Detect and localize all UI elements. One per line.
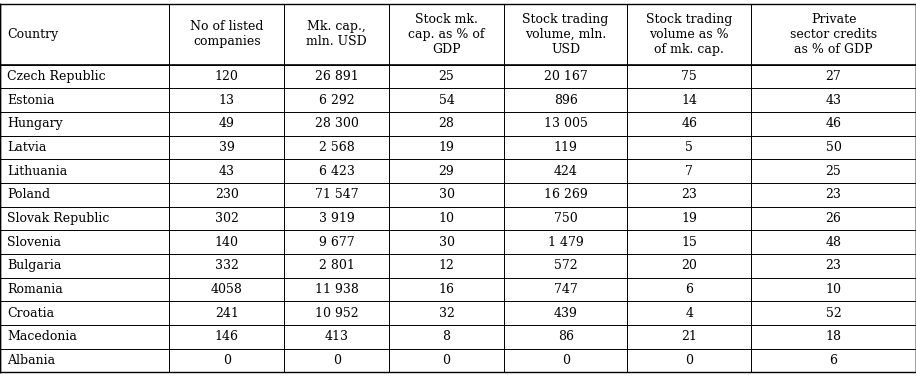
Text: 0: 0 [223, 354, 231, 367]
Text: 28: 28 [439, 117, 454, 130]
Text: 424: 424 [553, 165, 578, 177]
Text: 6: 6 [830, 354, 837, 367]
Text: 86: 86 [558, 330, 573, 343]
Text: 119: 119 [553, 141, 578, 154]
Text: 27: 27 [825, 70, 842, 83]
Text: 12: 12 [439, 259, 454, 272]
Text: 3 919: 3 919 [319, 212, 354, 225]
Text: 413: 413 [324, 330, 349, 343]
Text: 1 479: 1 479 [548, 236, 583, 249]
Text: 75: 75 [682, 70, 697, 83]
Text: 39: 39 [219, 141, 234, 154]
Text: 71 547: 71 547 [315, 188, 358, 201]
Text: Stock trading
volume as %
of mk. cap.: Stock trading volume as % of mk. cap. [646, 13, 733, 56]
Text: 46: 46 [825, 117, 842, 130]
Text: 120: 120 [214, 70, 239, 83]
Text: 4058: 4058 [211, 283, 243, 296]
Text: 16 269: 16 269 [544, 188, 587, 201]
Text: 10: 10 [439, 212, 454, 225]
Text: 0: 0 [442, 354, 451, 367]
Text: 13 005: 13 005 [544, 117, 587, 130]
Text: 26 891: 26 891 [315, 70, 358, 83]
Text: 11 938: 11 938 [315, 283, 358, 296]
Text: Macedonia: Macedonia [7, 330, 77, 343]
Text: Bulgaria: Bulgaria [7, 259, 61, 272]
Text: 241: 241 [214, 306, 239, 320]
Text: 332: 332 [214, 259, 239, 272]
Text: 146: 146 [214, 330, 239, 343]
Text: 572: 572 [554, 259, 577, 272]
Text: Private
sector credits
as % of GDP: Private sector credits as % of GDP [790, 13, 878, 56]
Text: 23: 23 [825, 259, 842, 272]
Text: No of listed
companies: No of listed companies [190, 20, 264, 48]
Text: 2 568: 2 568 [319, 141, 354, 154]
Text: 49: 49 [219, 117, 234, 130]
Text: 43: 43 [825, 94, 842, 106]
Text: 0: 0 [333, 354, 341, 367]
Text: Czech Republic: Czech Republic [7, 70, 106, 83]
Text: 10: 10 [825, 283, 842, 296]
Text: Slovak Republic: Slovak Republic [7, 212, 110, 225]
Text: Mk. cap.,
mln. USD: Mk. cap., mln. USD [306, 20, 367, 48]
Text: 23: 23 [825, 188, 842, 201]
Text: 6 292: 6 292 [319, 94, 354, 106]
Text: Lithuania: Lithuania [7, 165, 68, 177]
Text: Hungary: Hungary [7, 117, 63, 130]
Text: 29: 29 [439, 165, 454, 177]
Text: 10 952: 10 952 [315, 306, 358, 320]
Text: 52: 52 [825, 306, 842, 320]
Text: 16: 16 [439, 283, 454, 296]
Text: 6: 6 [685, 283, 693, 296]
Text: 25: 25 [825, 165, 842, 177]
Text: 50: 50 [825, 141, 842, 154]
Text: 0: 0 [562, 354, 570, 367]
Text: 2 801: 2 801 [319, 259, 354, 272]
Text: Slovenia: Slovenia [7, 236, 61, 249]
Text: 26: 26 [825, 212, 842, 225]
Text: 230: 230 [214, 188, 239, 201]
Text: 43: 43 [219, 165, 234, 177]
Text: 19: 19 [439, 141, 454, 154]
Text: 21: 21 [682, 330, 697, 343]
Text: 30: 30 [439, 188, 454, 201]
Text: 14: 14 [682, 94, 697, 106]
Text: 18: 18 [825, 330, 842, 343]
Text: Albania: Albania [7, 354, 56, 367]
Text: Poland: Poland [7, 188, 50, 201]
Text: 0: 0 [685, 354, 693, 367]
Text: Stock mk.
cap. as % of
GDP: Stock mk. cap. as % of GDP [409, 13, 485, 56]
Text: 20: 20 [682, 259, 697, 272]
Text: 302: 302 [214, 212, 239, 225]
Text: 140: 140 [214, 236, 239, 249]
Text: 54: 54 [439, 94, 454, 106]
Text: 439: 439 [553, 306, 578, 320]
Text: 30: 30 [439, 236, 454, 249]
Text: 25: 25 [439, 70, 454, 83]
Text: 747: 747 [554, 283, 577, 296]
Text: Stock trading
volume, mln.
USD: Stock trading volume, mln. USD [522, 13, 609, 56]
Text: 5: 5 [685, 141, 693, 154]
Text: 32: 32 [439, 306, 454, 320]
Text: Latvia: Latvia [7, 141, 47, 154]
Text: 8: 8 [442, 330, 451, 343]
Text: 13: 13 [219, 94, 234, 106]
Text: 23: 23 [682, 188, 697, 201]
Text: 9 677: 9 677 [319, 236, 354, 249]
Text: 4: 4 [685, 306, 693, 320]
Text: Country: Country [7, 28, 59, 41]
Text: Estonia: Estonia [7, 94, 55, 106]
Text: Romania: Romania [7, 283, 63, 296]
Text: 19: 19 [682, 212, 697, 225]
Text: 896: 896 [553, 94, 578, 106]
Text: 46: 46 [682, 117, 697, 130]
Text: 48: 48 [825, 236, 842, 249]
Text: 6 423: 6 423 [319, 165, 354, 177]
Text: Croatia: Croatia [7, 306, 54, 320]
Text: 20 167: 20 167 [544, 70, 587, 83]
Text: 7: 7 [685, 165, 693, 177]
Text: 15: 15 [682, 236, 697, 249]
Text: 28 300: 28 300 [315, 117, 358, 130]
Text: 750: 750 [554, 212, 577, 225]
